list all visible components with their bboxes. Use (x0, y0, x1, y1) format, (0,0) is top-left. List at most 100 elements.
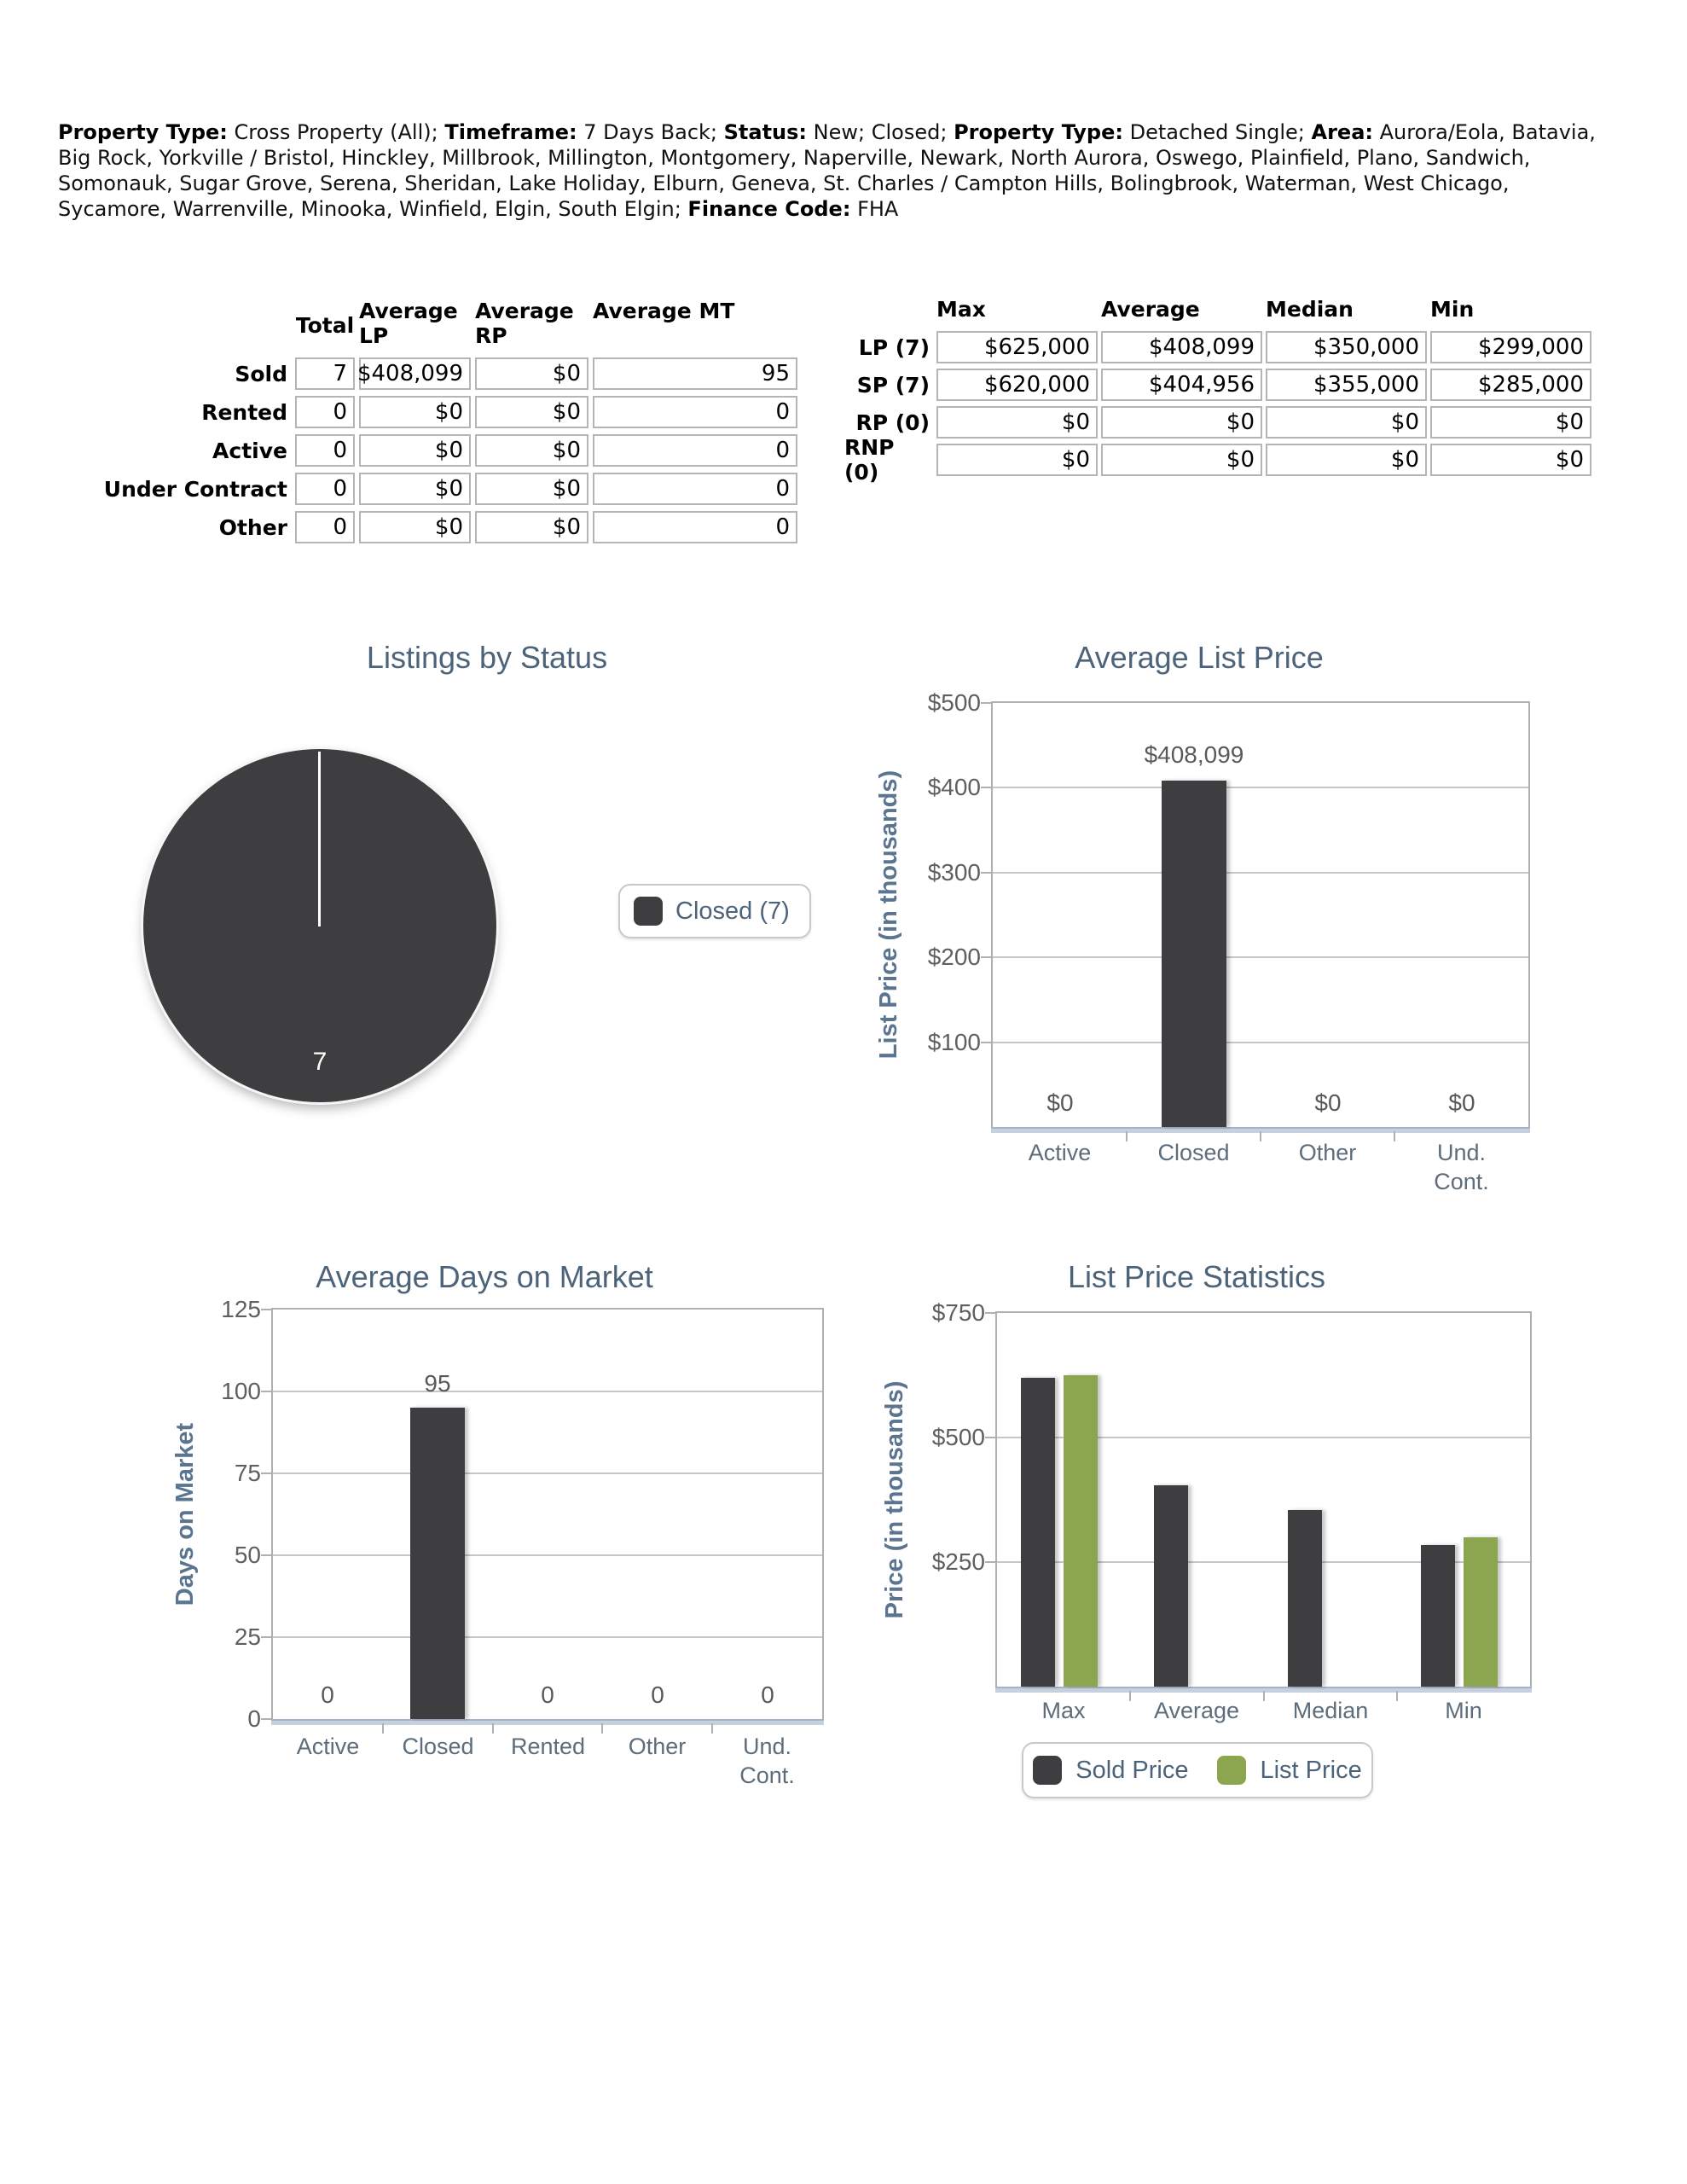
pie-chart-title: Listings by Status (366, 640, 608, 675)
column-header-median: Median (1266, 297, 1354, 322)
x-axis-tick (1129, 1691, 1131, 1701)
gridline (273, 1472, 822, 1474)
row-label: Rented (201, 399, 287, 425)
gridline (273, 1391, 822, 1392)
cell-rp-min: $0 (1430, 406, 1591, 439)
gridline (997, 1561, 1530, 1563)
legend-label-sold-price: Sold Price (1075, 1756, 1189, 1784)
criteria-value: Aurora/Eola, Batavia, Big Rock, Yorkvill… (58, 120, 1596, 221)
bar-value-label: 0 (761, 1682, 774, 1708)
cell-rnp-min: $0 (1430, 444, 1591, 476)
y-axis-tick (261, 1309, 271, 1310)
y-axis-tick-label: 75 (234, 1460, 261, 1486)
cell-sp-median: $355,000 (1266, 369, 1427, 401)
legend-label-closed: Closed (7) (675, 897, 790, 925)
criteria-value: 7 Days Back; (577, 120, 724, 144)
criteria-value: Cross Property (All); (227, 120, 445, 144)
pie-slice-value-label: 7 (312, 1048, 328, 1076)
table-row-other: Other 0 $0 $0 0 (90, 511, 797, 543)
column-header-average: Average (1101, 297, 1200, 322)
category-label: Closed (1157, 1140, 1230, 1165)
x-axis-tick (711, 1723, 713, 1734)
pie-legend: Closed (7) (618, 884, 811, 938)
criteria-label: Status: (723, 120, 808, 144)
cell-rnp-average: $0 (1101, 444, 1262, 476)
bar-closed (410, 1408, 465, 1719)
column-header-average-rp: Average RP (475, 299, 574, 348)
cell-sp-max: $620,000 (936, 369, 1098, 401)
cell-sold-avg-lp: $408,099 (357, 357, 471, 390)
bar-closed (1162, 781, 1226, 1127)
cell-lp-median: $350,000 (1266, 331, 1427, 363)
cell-uc-avg-rp: $0 (475, 473, 588, 505)
category-label: Median (1292, 1698, 1369, 1723)
x-axis-tick (1126, 1131, 1128, 1141)
price-stats-table: Max Average Median Min LP (7) $625,000 $… (844, 297, 1591, 485)
cell-lp-min: $299,000 (1430, 331, 1591, 363)
table-row-under-contract: Under Contract 0 $0 $0 0 (90, 473, 797, 505)
cell-rented-avg-lp: $0 (359, 396, 471, 428)
plot-area (991, 701, 1530, 1127)
list-price-stats-title: List Price Statistics (1067, 1259, 1326, 1294)
table-row-rnp: RNP (0) $0 $0 $0 $0 (844, 435, 1591, 485)
cell-sold-avg-rp: $0 (475, 357, 588, 390)
category-label: Active (296, 1734, 360, 1759)
cell-lp-average: $408,099 (1101, 331, 1262, 363)
cell-rp-average: $0 (1101, 406, 1262, 439)
column-header-average-mt: Average MT (593, 299, 735, 323)
table-row-rented: Rented 0 $0 $0 0 (90, 396, 797, 428)
bar-value-label: 0 (651, 1682, 664, 1708)
cell-sp-average: $404,956 (1101, 369, 1262, 401)
bar-sold-price (1288, 1510, 1322, 1687)
row-label: SP (7) (856, 372, 930, 398)
cell-rented-total: 0 (295, 396, 355, 428)
avg-list-price-title: Average List Price (1075, 640, 1324, 675)
gridline (273, 1554, 822, 1556)
x-axis-tick (382, 1723, 384, 1734)
category-label: Rented (510, 1734, 586, 1759)
y-axis-tick-label: $100 (927, 1029, 981, 1055)
cell-uc-avg-mt: 0 (593, 473, 797, 505)
cell-sold-total: 7 (295, 357, 355, 390)
category-label: Other (1298, 1140, 1357, 1165)
category-label: Und. Cont. (1434, 1140, 1489, 1194)
criteria-value: FHA (850, 197, 899, 221)
x-axis-tick (492, 1723, 494, 1734)
cell-rented-avg-mt: 0 (593, 396, 797, 428)
avg-days-on-market-title: Average Days on Market (316, 1259, 653, 1294)
x-axis-tick (1394, 1131, 1395, 1141)
legend-swatch-sold-price (1033, 1756, 1063, 1785)
cell-other-avg-mt: 0 (593, 511, 797, 543)
criteria-value: Detached Single; (1122, 120, 1312, 144)
x-axis-baseline (271, 1719, 824, 1725)
cell-rp-max: $0 (936, 406, 1098, 439)
y-axis-tick (261, 1391, 271, 1392)
y-axis-tick-label: $500 (931, 1424, 985, 1450)
cell-active-total: 0 (295, 434, 355, 467)
list-price-stats-legend: Sold Price List Price (1022, 1742, 1373, 1798)
gridline (993, 787, 1528, 788)
x-axis-tick (1396, 1691, 1398, 1701)
row-label: Other (218, 514, 287, 540)
y-axis-tick (981, 702, 991, 704)
criteria-label: Finance Code: (687, 197, 851, 221)
cell-active-avg-mt: 0 (593, 434, 797, 467)
y-axis-tick-label: $500 (927, 689, 981, 716)
y-axis-tick (261, 1636, 271, 1638)
criteria-label: Property Type: (58, 120, 228, 144)
criteria-label: Area: (1311, 120, 1373, 144)
report-criteria-text: Property Type: Cross Property (All); Tim… (58, 119, 1606, 222)
cell-active-avg-lp: $0 (359, 434, 471, 467)
cell-sp-min: $285,000 (1430, 369, 1591, 401)
bar-list-price (1064, 1375, 1098, 1687)
category-label: Und. Cont. (739, 1734, 795, 1788)
x-axis-tick (601, 1723, 603, 1734)
bar-value-label: 95 (424, 1370, 451, 1397)
row-label: Under Contract (103, 476, 287, 502)
legend-label-list-price: List Price (1260, 1756, 1362, 1784)
column-header-max: Max (936, 297, 986, 322)
table-row-lp: LP (7) $625,000 $408,099 $350,000 $299,0… (844, 331, 1591, 363)
y-axis-tick (985, 1312, 995, 1314)
column-header-min: Min (1430, 297, 1475, 322)
